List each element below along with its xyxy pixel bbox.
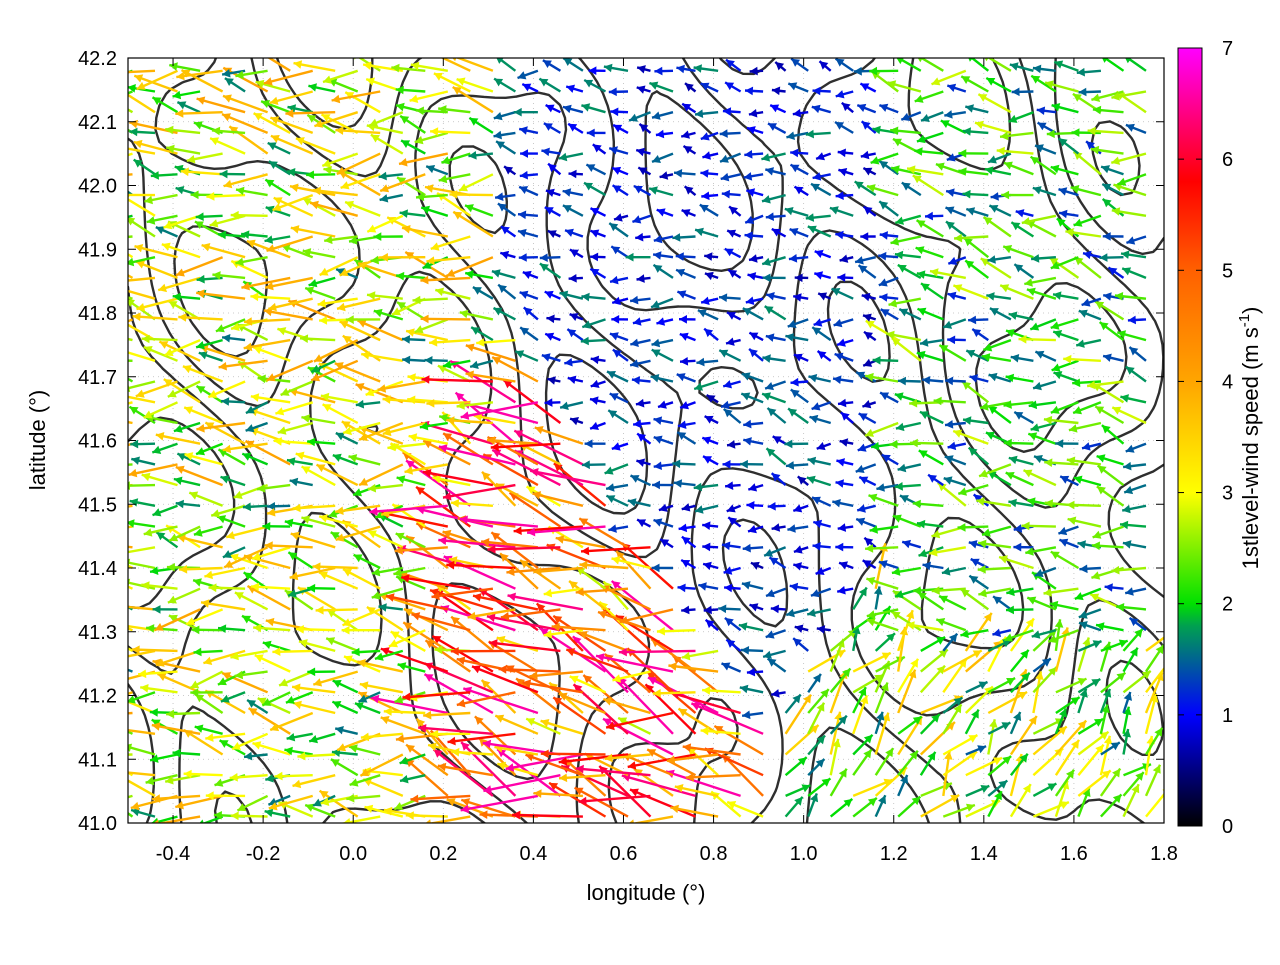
- y-tick-label: 42.0: [78, 176, 117, 198]
- wind-arrow: [84, 538, 133, 547]
- y-tick-label: 42.2: [78, 48, 117, 70]
- colorbar-label: 1stlevel-wind speed (m s-1): [1236, 307, 1263, 570]
- y-tick-label: 41.4: [78, 558, 117, 580]
- y-tick-label: 41.6: [78, 431, 117, 453]
- colorbar-tick-label: 7: [1222, 38, 1233, 60]
- colorbar-tick-label: 6: [1222, 149, 1233, 171]
- x-tick-label: 0.2: [429, 843, 457, 865]
- y-tick-label: 41.7: [78, 367, 117, 389]
- colorbar-tick-label: 2: [1222, 594, 1233, 616]
- colorbar-tick-label: 1: [1222, 705, 1233, 727]
- x-axis-label: longitude (°): [587, 880, 706, 905]
- x-tick-label: -0.2: [246, 843, 280, 865]
- colorbar-tick-label: 5: [1222, 260, 1233, 282]
- x-tick-label: 0.4: [519, 843, 547, 865]
- wind-arrow: [82, 711, 132, 720]
- x-tick-label: 1.0: [790, 843, 818, 865]
- wind-arrow: [86, 484, 133, 493]
- x-tick-label: 1.8: [1150, 843, 1178, 865]
- x-tick-label: 1.2: [880, 843, 908, 865]
- wind-arrow: [98, 329, 132, 340]
- wind-arrow: [96, 154, 133, 168]
- wind-arrow: [93, 402, 133, 415]
- wind-arrow: [86, 411, 133, 423]
- y-tick-label: 41.5: [78, 494, 117, 516]
- x-tick-label: -0.4: [156, 843, 190, 865]
- colorbar-tick-label: 3: [1222, 483, 1233, 505]
- y-tick-label: 41.8: [78, 303, 117, 325]
- x-tick-label: 1.4: [970, 843, 998, 865]
- colorbar: [1178, 48, 1202, 826]
- x-tick-label: 0.6: [610, 843, 638, 865]
- x-tick-label: 1.6: [1060, 843, 1088, 865]
- y-tick-label: 41.9: [78, 239, 117, 261]
- y-tick-label: 42.1: [78, 112, 117, 134]
- x-tick-label: 0.0: [339, 843, 367, 865]
- y-tick-label: 41.2: [78, 686, 117, 708]
- y-tick-label: 41.1: [78, 749, 117, 771]
- y-tick-label: 41.0: [78, 813, 117, 835]
- y-tick-label: 41.3: [78, 622, 117, 644]
- wind-arrow: [89, 527, 133, 536]
- y-axis-label: latitude (°): [25, 390, 50, 491]
- x-tick-label: 0.8: [700, 843, 728, 865]
- colorbar-tick-label: 0: [1222, 816, 1233, 838]
- colorbar-tick-label: 4: [1222, 371, 1233, 393]
